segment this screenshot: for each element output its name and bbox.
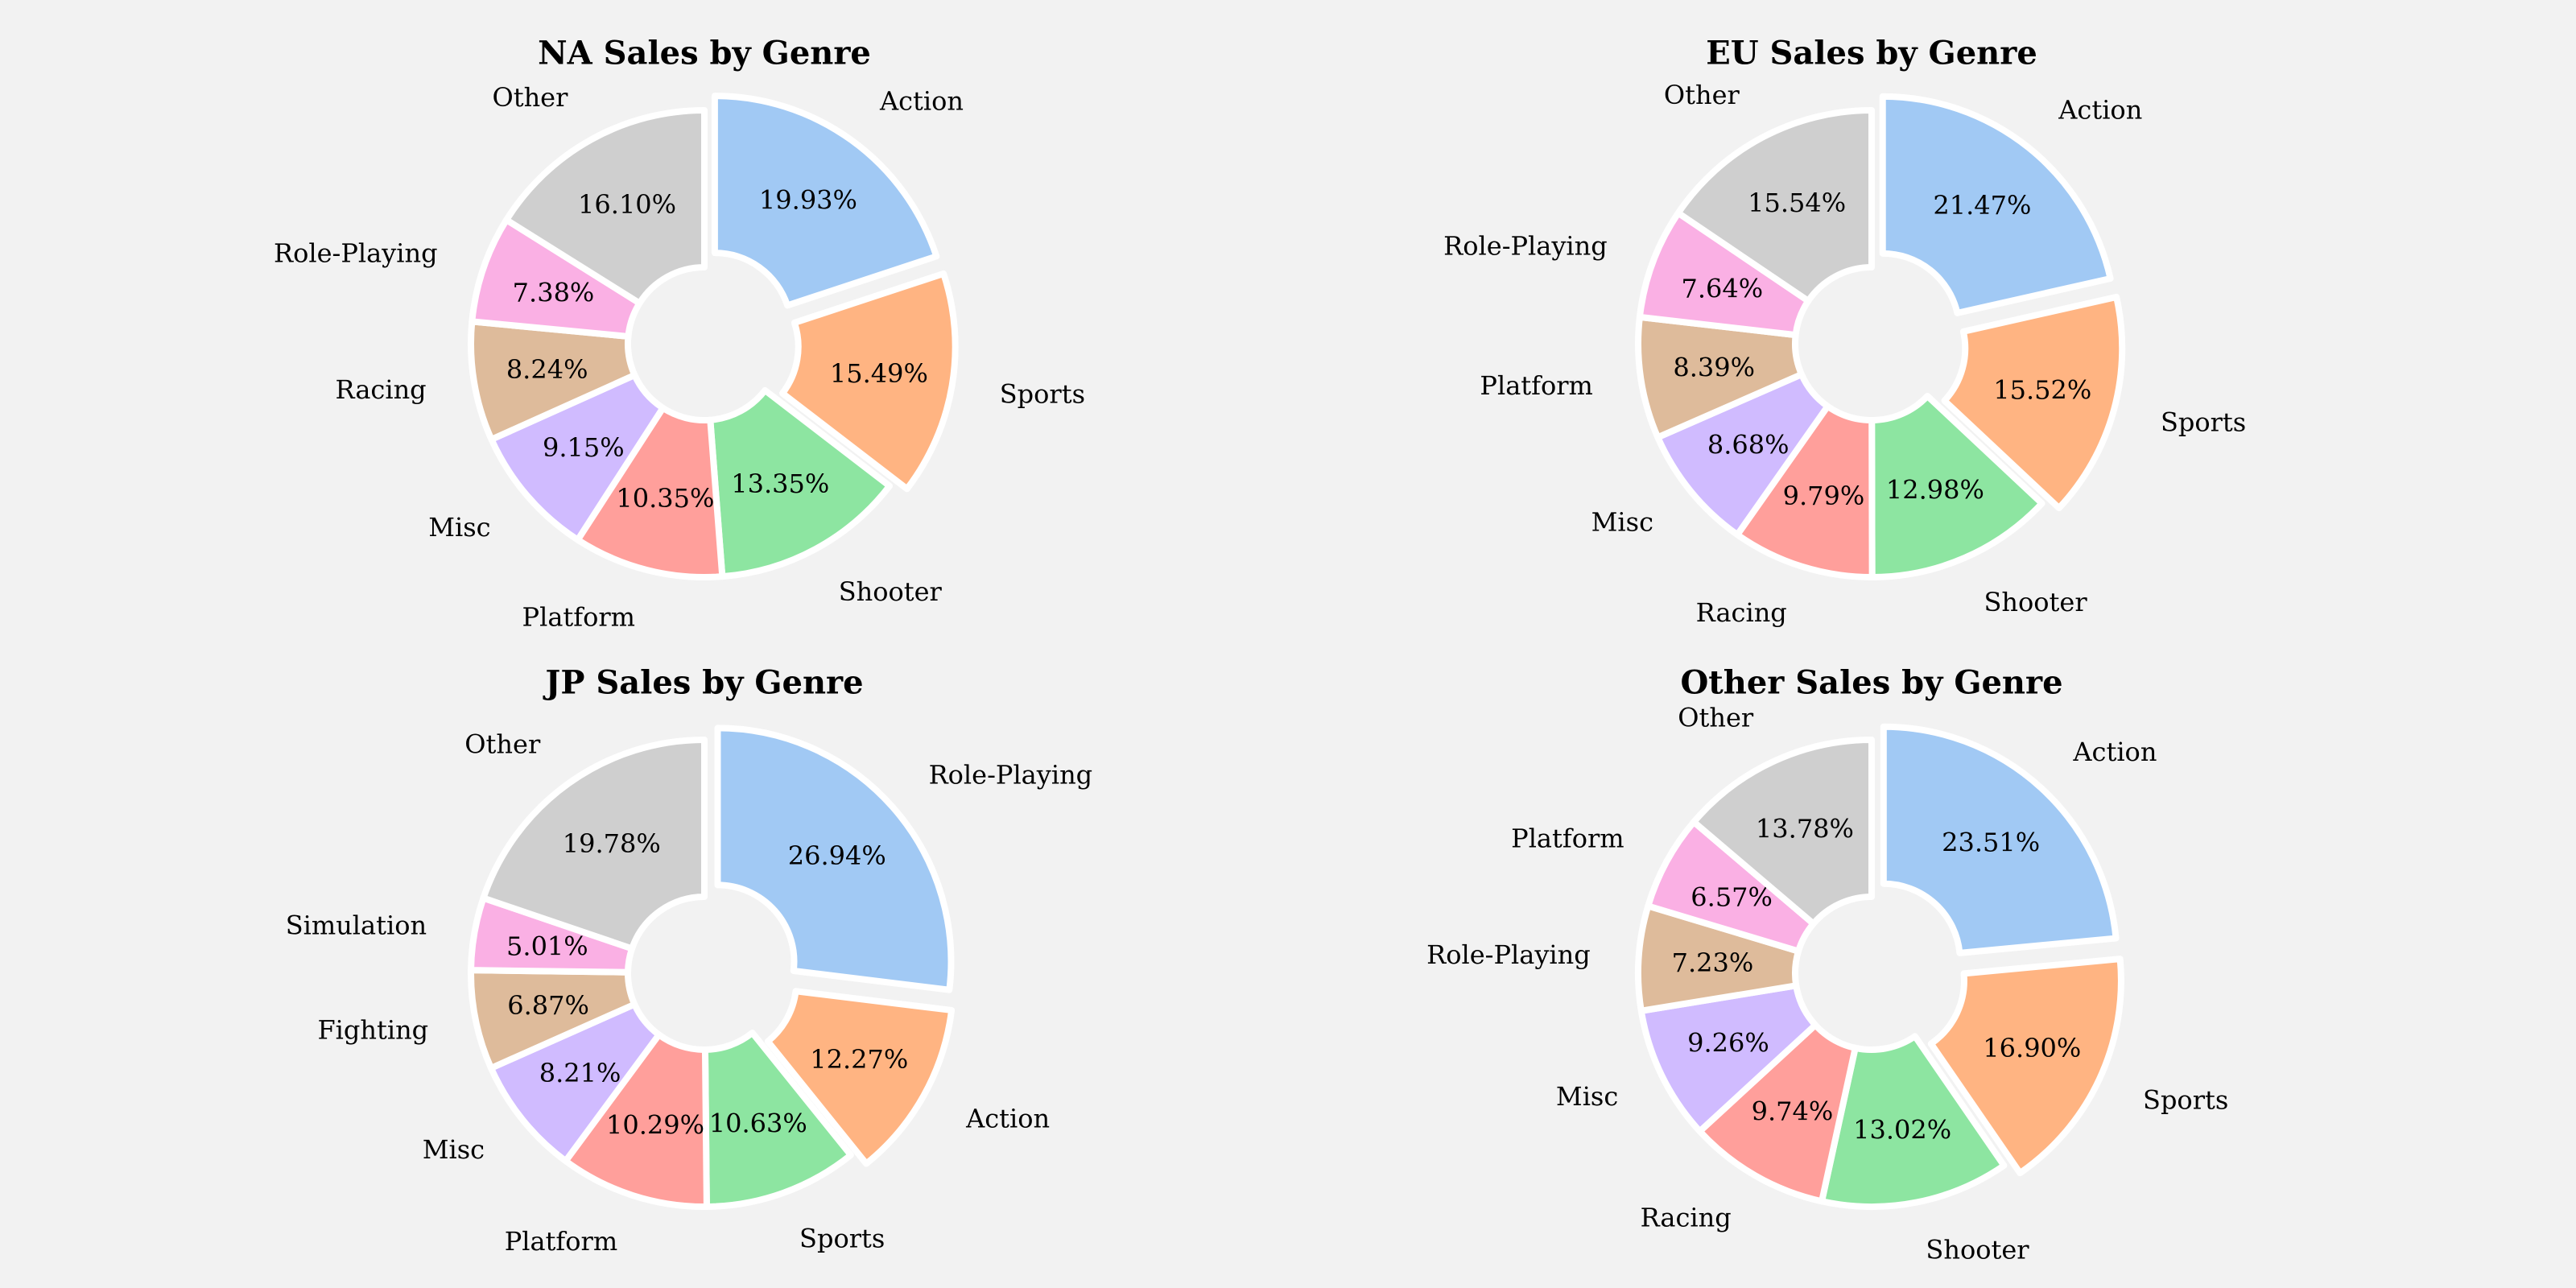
slice-category-label: Role-Playing <box>1443 231 1608 262</box>
pie-slice-other <box>503 107 708 307</box>
pie-slice-racing <box>1734 402 1876 580</box>
slice-percent-label: 9.26% <box>1687 1028 1769 1059</box>
pie-slice-racing <box>1696 1022 1859 1205</box>
slice-category-label: Shooter <box>1984 587 2087 617</box>
chart-title: JP Sales by Genre <box>543 664 863 702</box>
slice-percent-label: 6.57% <box>1690 881 1773 912</box>
slice-category-label: Platform <box>1480 370 1592 401</box>
slice-percent-label: 9.79% <box>1783 481 1865 511</box>
slice-category-label: Misc <box>428 512 490 543</box>
slice-percent-label: 21.47% <box>1933 190 2031 221</box>
slice-category-label: Other <box>1678 702 1754 733</box>
slice-percent-label: 7.23% <box>1672 947 1754 978</box>
slice-percent-label: 16.90% <box>1983 1033 2081 1063</box>
pie-slice-platform <box>562 1031 710 1210</box>
slice-category-label: Simulation <box>286 910 427 941</box>
pie-slice-misc <box>1654 371 1831 539</box>
slice-percent-label: 23.51% <box>1942 827 2040 857</box>
slice-percent-label: 15.52% <box>1993 375 2091 406</box>
slice-percent-label: 19.78% <box>563 828 661 859</box>
slice-category-label: Shooter <box>1926 1234 2029 1265</box>
slice-category-label: Misc <box>1591 507 1653 538</box>
slice-percent-label: 15.49% <box>830 358 928 389</box>
slice-category-label: Other <box>464 729 541 759</box>
slice-category-label: Role-Playing <box>274 238 438 269</box>
pie-slice-action <box>1880 723 2120 956</box>
slice-percent-label: 10.63% <box>709 1108 807 1138</box>
slice-percent-label: 9.15% <box>543 432 625 463</box>
slice-percent-label: 13.78% <box>1756 813 1854 844</box>
slice-category-label: Shooter <box>839 576 943 607</box>
slice-percent-label: 7.38% <box>513 277 595 308</box>
slice-category-label: Platform <box>1511 824 1624 854</box>
pie-slice-other <box>480 737 708 952</box>
slice-category-label: Racing <box>1696 597 1787 628</box>
slice-category-label: Racing <box>336 374 427 405</box>
slice-category-label: Action <box>2072 737 2157 767</box>
slice-category-label: Role-Playing <box>1426 939 1591 970</box>
slice-percent-label: 13.35% <box>731 469 829 499</box>
chart-title: Other Sales by Genre <box>1680 664 2062 702</box>
pie-chart-1: EU Sales by Genre 21.47% Action 15.52% Sport… <box>1443 35 2246 628</box>
slice-percent-label: 12.98% <box>1886 475 1984 506</box>
pie-slice-action <box>1879 93 2114 316</box>
slice-percent-label: 16.10% <box>578 189 676 220</box>
slice-category-label: Role-Playing <box>929 759 1093 790</box>
slice-percent-label: 26.94% <box>788 840 886 871</box>
slice-category-label: Sports <box>799 1223 885 1253</box>
slice-percent-label: 12.27% <box>810 1044 908 1075</box>
pie-chart-0: NA Sales by Genre 19.93% Action 15.49% Sport… <box>274 35 1085 633</box>
pie-slice-role-playing <box>714 724 955 993</box>
slice-percent-label: 8.68% <box>1707 429 1790 460</box>
slice-percent-label: 10.29% <box>606 1109 704 1140</box>
slice-category-label: Sports <box>2161 407 2246 438</box>
pie-chart-3: Other Sales by Genre 23.51% Action 16.90% Sp… <box>1426 664 2228 1265</box>
slice-category-label: Action <box>2058 94 2142 125</box>
pie-chart-2: JP Sales by Genre 26.94% Role-Playing 12.27… <box>286 664 1092 1257</box>
pie-slice-other <box>1674 107 1875 304</box>
slice-percent-label: 5.01% <box>506 931 588 961</box>
pie-slice-platform <box>574 404 726 580</box>
pie-slice-misc <box>1637 982 1819 1135</box>
slice-percent-label: 8.21% <box>539 1058 621 1088</box>
pie-slice-action <box>764 988 956 1167</box>
slice-category-label: Sports <box>1000 378 1085 409</box>
pie-slice-other <box>1690 737 1875 927</box>
slice-category-label: Fighting <box>317 1014 428 1045</box>
slice-percent-label: 6.87% <box>507 990 589 1021</box>
slice-category-label: Sports <box>2143 1084 2228 1115</box>
pie-slice-action <box>711 93 940 309</box>
pie-slice-sports <box>701 1029 854 1210</box>
pie-slice-shooter <box>1818 1033 2008 1210</box>
slice-percent-label: 15.54% <box>1748 188 1846 218</box>
pie-slice-sports <box>779 270 959 493</box>
chart-title: NA Sales by Genre <box>538 35 871 72</box>
slice-percent-label: 13.02% <box>1853 1114 1951 1145</box>
pie-slice-sports <box>1927 956 2124 1177</box>
pie-slice-sports <box>1941 293 2126 512</box>
slice-category-label: Platform <box>522 601 635 632</box>
slice-percent-label: 8.39% <box>1673 352 1755 382</box>
slice-category-label: Other <box>492 82 568 113</box>
slice-percent-label: 7.64% <box>1681 273 1763 303</box>
slice-category-label: Platform <box>505 1226 617 1257</box>
slice-category-label: Misc <box>423 1134 485 1165</box>
slice-percent-label: 9.74% <box>1752 1096 1834 1127</box>
slice-category-label: Action <box>965 1104 1050 1134</box>
slice-percent-label: 19.93% <box>759 185 857 216</box>
slice-percent-label: 10.35% <box>616 483 714 514</box>
slice-category-label: Misc <box>1556 1081 1618 1112</box>
slice-category-label: Other <box>1664 80 1740 110</box>
slice-percent-label: 8.24% <box>506 354 588 385</box>
chart-title: EU Sales by Genre <box>1706 35 2037 72</box>
pie-slice-misc <box>488 371 667 543</box>
pie-slice-shooter <box>707 386 893 580</box>
slice-category-label: Racing <box>1641 1203 1732 1233</box>
pie-slice-shooter <box>1868 392 2046 580</box>
slice-category-label: Action <box>879 86 964 117</box>
